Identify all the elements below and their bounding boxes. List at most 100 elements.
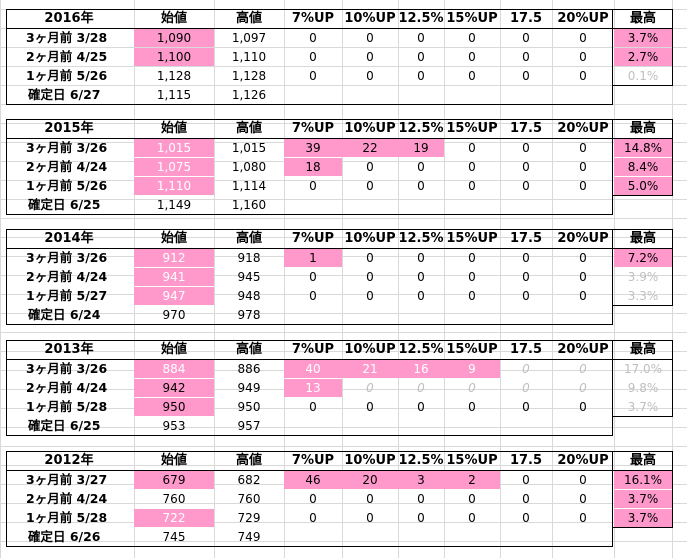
- data-cell: 729: [237, 511, 261, 525]
- column-header: 15%UP: [446, 121, 498, 136]
- gridline: [0, 256, 687, 257]
- gridline: [0, 541, 687, 542]
- data-cell: 0: [417, 160, 425, 174]
- data-cell: 0: [309, 511, 317, 525]
- max-percent-cell: 16.1%: [614, 471, 672, 489]
- row-label: 確定日 6/26: [28, 529, 101, 544]
- data-cell: 0: [579, 492, 587, 506]
- data-cell: 20: [342, 471, 398, 489]
- data-cell: 1,160: [231, 198, 267, 212]
- data-cell: 722: [134, 509, 214, 527]
- row-label: 1ヶ月前 5/28: [26, 399, 108, 414]
- data-cell: 0: [522, 270, 530, 284]
- data-cell: 2: [444, 471, 500, 489]
- data-cell: 941: [134, 268, 214, 286]
- data-cell: 0: [522, 400, 530, 414]
- column-header: 始値: [160, 342, 187, 357]
- year-header: 2013年: [44, 342, 94, 357]
- row-label: 確定日 6/24: [28, 307, 101, 322]
- data-cell: 0: [522, 141, 530, 155]
- data-cell: 745: [162, 530, 186, 544]
- data-cell: 0: [579, 251, 587, 265]
- data-cell: 0: [366, 270, 374, 284]
- data-cell: 0: [309, 492, 317, 506]
- data-cell: 0: [366, 31, 374, 45]
- gridline: [0, 503, 687, 504]
- data-cell: 0: [579, 289, 587, 303]
- data-cell: 0: [417, 381, 425, 395]
- data-cell: 1: [284, 249, 342, 267]
- data-cell: 0: [366, 492, 374, 506]
- data-cell: 0: [366, 179, 374, 193]
- row-label: 確定日 6/25: [28, 197, 101, 212]
- row-label: 2ヶ月前 4/24: [26, 269, 108, 284]
- column-header: 高値: [235, 453, 262, 468]
- gridline: [214, 0, 215, 558]
- column-header: 始値: [160, 11, 187, 26]
- max-percent-cell: 5.0%: [614, 177, 672, 195]
- column-header: 10%UP: [344, 342, 396, 357]
- data-cell: 0: [468, 179, 476, 193]
- column-header: 20%UP: [557, 231, 609, 246]
- row-label: 1ヶ月前 5/28: [26, 510, 108, 525]
- data-cell: 0: [468, 141, 476, 155]
- data-cell: 0: [309, 289, 317, 303]
- data-cell: 0: [522, 251, 530, 265]
- row-label: 2ヶ月前 4/24: [26, 491, 108, 506]
- data-cell: 1,100: [134, 48, 214, 66]
- gridline: [0, 85, 687, 86]
- data-cell: 0: [579, 179, 587, 193]
- data-cell: 950: [237, 400, 261, 414]
- data-cell: 0: [366, 400, 374, 414]
- column-header: 最高: [629, 121, 656, 136]
- data-cell: 1,015: [134, 139, 214, 157]
- row-label: 2ヶ月前 4/25: [26, 49, 108, 64]
- data-cell: 0: [522, 473, 530, 487]
- column-header: 20%UP: [557, 11, 609, 26]
- column-header: 10%UP: [344, 231, 396, 246]
- gridline: [0, 47, 687, 48]
- column-header: 17.5: [509, 342, 543, 357]
- data-cell: 957: [237, 419, 261, 433]
- data-cell: 1,115: [156, 88, 192, 102]
- gridline: [0, 294, 687, 295]
- column-header: 10%UP: [344, 11, 396, 26]
- data-cell: 0: [417, 31, 425, 45]
- data-cell: 16: [398, 360, 444, 378]
- gridline: [0, 332, 687, 333]
- data-cell: 0: [522, 160, 530, 174]
- column-header: 12.5%: [398, 11, 444, 26]
- data-cell: 21: [342, 360, 398, 378]
- column-header: 7%UP: [291, 11, 335, 26]
- data-cell: 948: [237, 289, 261, 303]
- data-cell: 0: [417, 251, 425, 265]
- data-cell: 0: [309, 270, 317, 284]
- gridline: [0, 389, 687, 390]
- data-cell: 749: [237, 530, 261, 544]
- data-cell: 0: [522, 69, 530, 83]
- gridline: [0, 66, 687, 67]
- gridline: [0, 161, 687, 162]
- gridline: [0, 427, 687, 428]
- year-header: 2014年: [44, 231, 94, 246]
- data-cell: 0: [579, 69, 587, 83]
- data-cell: 886: [237, 362, 261, 376]
- data-cell: 0: [579, 141, 587, 155]
- data-cell: 912: [134, 249, 214, 267]
- max-percent-cell: 3.9%: [627, 270, 659, 284]
- max-percent-cell: 3.7%: [627, 400, 659, 414]
- data-cell: 0: [366, 381, 374, 395]
- data-cell: 884: [134, 360, 214, 378]
- data-cell: 0: [522, 289, 530, 303]
- gridline: [398, 0, 399, 558]
- column-header: 始値: [160, 121, 187, 136]
- row-label: 1ヶ月前 5/27: [26, 288, 108, 303]
- data-cell: 1,097: [231, 31, 267, 45]
- data-cell: 1,090: [134, 29, 214, 47]
- data-cell: 0: [468, 289, 476, 303]
- data-cell: 0: [522, 179, 530, 193]
- row-label: 3ヶ月前 3/26: [26, 250, 108, 265]
- column-header: 12.5%: [398, 121, 444, 136]
- data-cell: 679: [134, 471, 214, 489]
